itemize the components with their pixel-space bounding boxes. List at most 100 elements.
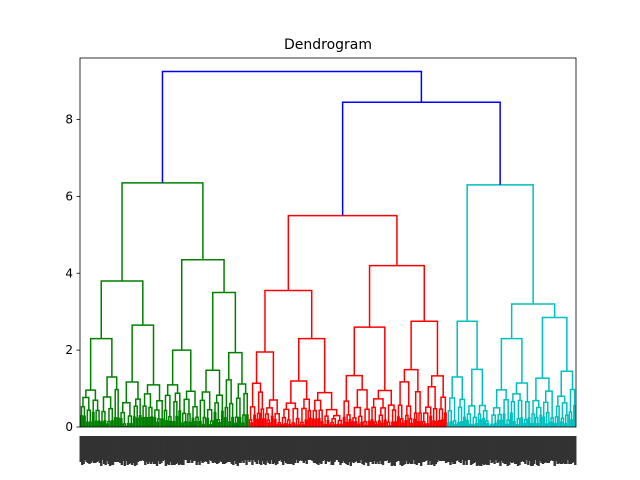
leaf-label — [571, 436, 574, 463]
cluster-link — [142, 405, 147, 418]
cluster-link — [131, 324, 155, 385]
leaf-label — [94, 436, 97, 463]
leaf-label — [452, 436, 455, 464]
cluster-link — [194, 421, 198, 427]
cluster-link — [358, 415, 363, 425]
leaf-label — [245, 436, 248, 465]
leaf-label — [119, 436, 122, 463]
leaf-label — [271, 436, 275, 464]
leaf-label — [196, 436, 200, 462]
leaf-label — [277, 436, 281, 461]
cluster-link — [100, 421, 104, 427]
leaf-label — [371, 436, 374, 464]
leaf-label — [257, 436, 260, 460]
leaf-label — [85, 436, 88, 462]
leaf-label — [399, 436, 402, 465]
leaf-label — [130, 436, 134, 465]
leaf-label — [107, 436, 110, 464]
leaf-label — [494, 436, 498, 460]
leaf-label — [97, 436, 100, 461]
leaf-label — [340, 436, 344, 463]
cluster-link — [342, 416, 346, 427]
leaf-label — [108, 436, 112, 466]
cluster-link — [261, 418, 265, 427]
cluster-link — [496, 419, 500, 427]
leaf-label — [553, 436, 556, 466]
leaf-label — [105, 436, 109, 461]
leaf-label — [145, 436, 148, 462]
leaf-label — [458, 436, 461, 462]
subcluster-link — [264, 289, 313, 353]
leaf-label — [466, 436, 470, 460]
leaf-label — [133, 436, 137, 466]
cluster-link — [156, 399, 163, 420]
leaf-label — [518, 436, 521, 465]
leaf-label — [439, 436, 442, 461]
leaf-label — [274, 436, 278, 465]
leaf-label — [255, 436, 259, 464]
cluster-link — [512, 420, 516, 427]
leaf-label — [506, 436, 509, 466]
cluster-link — [234, 422, 238, 427]
leaf-label — [83, 436, 87, 460]
leaf-label — [265, 436, 269, 461]
cluster-link — [505, 423, 509, 427]
leaf-label — [79, 436, 82, 462]
cluster-link — [560, 370, 574, 397]
leaf-label — [483, 436, 486, 465]
cluster-link — [491, 414, 497, 425]
cluster-link — [414, 390, 421, 414]
cluster-link — [148, 406, 153, 418]
cluster-link — [292, 407, 299, 424]
leaf-label — [280, 436, 283, 462]
leaf-label — [323, 436, 326, 460]
cluster-link — [457, 422, 461, 427]
cluster-link — [85, 421, 89, 427]
leaf-label — [378, 436, 382, 461]
leaf-label — [207, 436, 210, 464]
leaf-label — [464, 436, 467, 461]
leaf-label — [243, 436, 247, 460]
leaf-label — [155, 436, 159, 466]
leaf-label — [204, 436, 207, 461]
leaf-label — [373, 436, 376, 461]
y-axis: 0 2 4 6 8 — [65, 113, 80, 434]
leaf-label — [144, 436, 147, 465]
leaf-label — [436, 436, 439, 462]
cluster-link — [495, 389, 507, 408]
leaf-label — [535, 436, 539, 465]
cluster-link — [311, 418, 315, 427]
leaf-label — [462, 436, 465, 465]
leaf-label — [164, 436, 168, 466]
cluster-link — [503, 399, 509, 421]
cluster-link — [317, 418, 321, 427]
cluster-link — [91, 411, 95, 427]
leaf-label — [114, 436, 118, 462]
y-tick-label: 2 — [65, 343, 73, 357]
cluster-link — [201, 423, 205, 427]
leaf-label — [308, 436, 311, 460]
leaf-label — [306, 436, 310, 460]
cluster-link — [97, 420, 101, 427]
leaf-label — [444, 436, 448, 463]
cluster-link — [255, 351, 275, 401]
cluster-link — [267, 422, 271, 427]
cluster-link — [295, 417, 300, 427]
cluster-link — [520, 417, 524, 427]
leaf-label — [147, 436, 150, 464]
leaf-label — [110, 436, 113, 465]
cluster-link — [516, 417, 521, 427]
leaf-label — [362, 436, 366, 465]
leaf-label — [502, 436, 505, 463]
leaf-label — [86, 436, 90, 463]
leaf-label — [497, 436, 501, 462]
cluster-link — [82, 396, 90, 411]
leaf-label — [540, 436, 543, 463]
leaf-label — [397, 436, 401, 461]
leaf-label — [176, 436, 179, 463]
leaf-label — [315, 436, 319, 464]
leaf-label — [415, 436, 418, 465]
cluster-link — [199, 399, 206, 422]
leaf-label — [205, 436, 209, 462]
leaf-label — [443, 436, 446, 461]
